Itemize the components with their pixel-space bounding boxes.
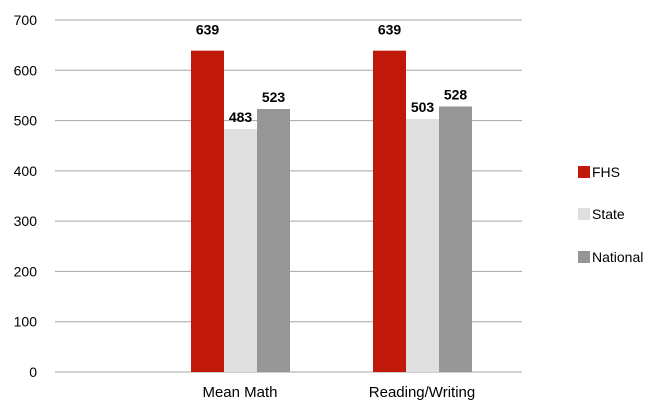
bars	[191, 50, 472, 373]
bar-state-2	[406, 119, 439, 372]
y-tick-label: 200	[14, 263, 38, 279]
y-tick-label: 100	[14, 314, 38, 330]
x-category-label: Reading/Writing	[369, 384, 475, 401]
data-label-national-2: 528	[444, 86, 468, 102]
y-axis-tick-labels: 0 100 200 300 400 500 600 700	[14, 12, 38, 380]
y-tick-label: 500	[14, 113, 38, 129]
bar-state-1	[224, 129, 257, 372]
legend-label-state: State	[592, 206, 625, 222]
bar-national-2	[439, 106, 472, 373]
y-tick-label: 0	[29, 364, 37, 380]
bar-fhs-1	[191, 50, 224, 372]
data-label-fhs-2: 639	[378, 22, 402, 38]
legend-swatch-fhs	[578, 166, 590, 178]
legend-swatch-national	[578, 251, 590, 263]
legend-swatch-state	[578, 208, 590, 220]
x-category-label: Mean Math	[202, 384, 277, 401]
bar-fhs-2	[373, 50, 406, 372]
legend: FHS State National	[578, 164, 643, 265]
x-axis-category-labels: Mean Math Reading/Writing	[202, 384, 475, 401]
legend-label-fhs: FHS	[592, 164, 620, 180]
y-tick-label: 600	[14, 62, 38, 78]
data-label-national-1: 523	[262, 89, 286, 105]
data-label-fhs-1: 639	[196, 22, 220, 38]
data-label-state-2: 503	[411, 99, 435, 115]
data-labels: 639 483 523 639 503 528	[196, 22, 468, 125]
bar-national-1	[257, 109, 290, 373]
y-tick-label: 700	[14, 12, 38, 28]
data-label-state-1: 483	[229, 109, 253, 125]
legend-label-national: National	[592, 249, 643, 265]
y-tick-label: 300	[14, 213, 38, 229]
y-tick-label: 400	[14, 163, 38, 179]
